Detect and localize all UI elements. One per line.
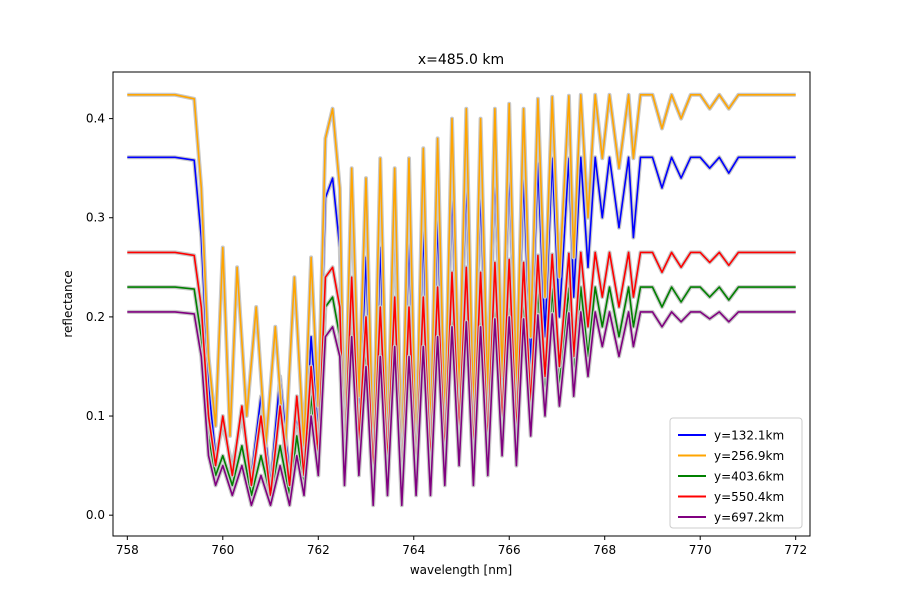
y-tick-label: 0.4 [86, 112, 105, 126]
x-tick-label: 770 [689, 543, 712, 557]
x-axis-label: wavelength [nm] [410, 563, 512, 577]
legend-label-1: y=132.1km [714, 429, 784, 443]
x-tick-label: 762 [307, 543, 330, 557]
y-tick-label: 0.0 [86, 508, 105, 522]
legend-label-2: y=256.9km [714, 449, 784, 463]
x-tick-label: 766 [498, 543, 521, 557]
legend-label-4: y=550.4km [714, 490, 784, 504]
x-tick-label: 764 [402, 543, 425, 557]
x-tick-label: 768 [593, 543, 616, 557]
x-tick-label: 772 [784, 543, 807, 557]
x-tick-label: 758 [116, 543, 139, 557]
chart-title: x=485.0 km [418, 52, 504, 68]
y-tick-label: 0.1 [86, 409, 105, 423]
y-axis-label: reflectance [61, 270, 75, 337]
legend-label-5: y=697.2km [714, 511, 784, 525]
y-tick-label: 0.3 [86, 211, 105, 225]
chart-legend: y=132.1km y=256.9km y=403.6km y=550.4km y=69… [669, 417, 803, 529]
series-line-5 [127, 311, 796, 507]
y-tick-label: 0.2 [86, 310, 105, 324]
plot-area-frame [112, 71, 811, 537]
x-tick-label: 760 [211, 543, 234, 557]
plot-series-layer [127, 92, 796, 508]
y-axis-ticks: 0.0 0.1 0.2 0.3 0.4 [86, 112, 113, 522]
legend-box [669, 417, 803, 529]
legend-label-3: y=403.6km [714, 470, 784, 484]
x-axis-ticks: 758 760 762 764 766 768 770 772 [116, 536, 807, 557]
